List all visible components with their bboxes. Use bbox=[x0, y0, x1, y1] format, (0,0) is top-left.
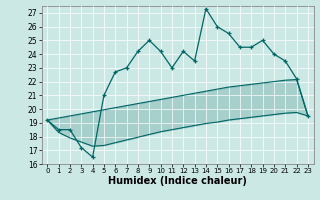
X-axis label: Humidex (Indice chaleur): Humidex (Indice chaleur) bbox=[108, 176, 247, 186]
